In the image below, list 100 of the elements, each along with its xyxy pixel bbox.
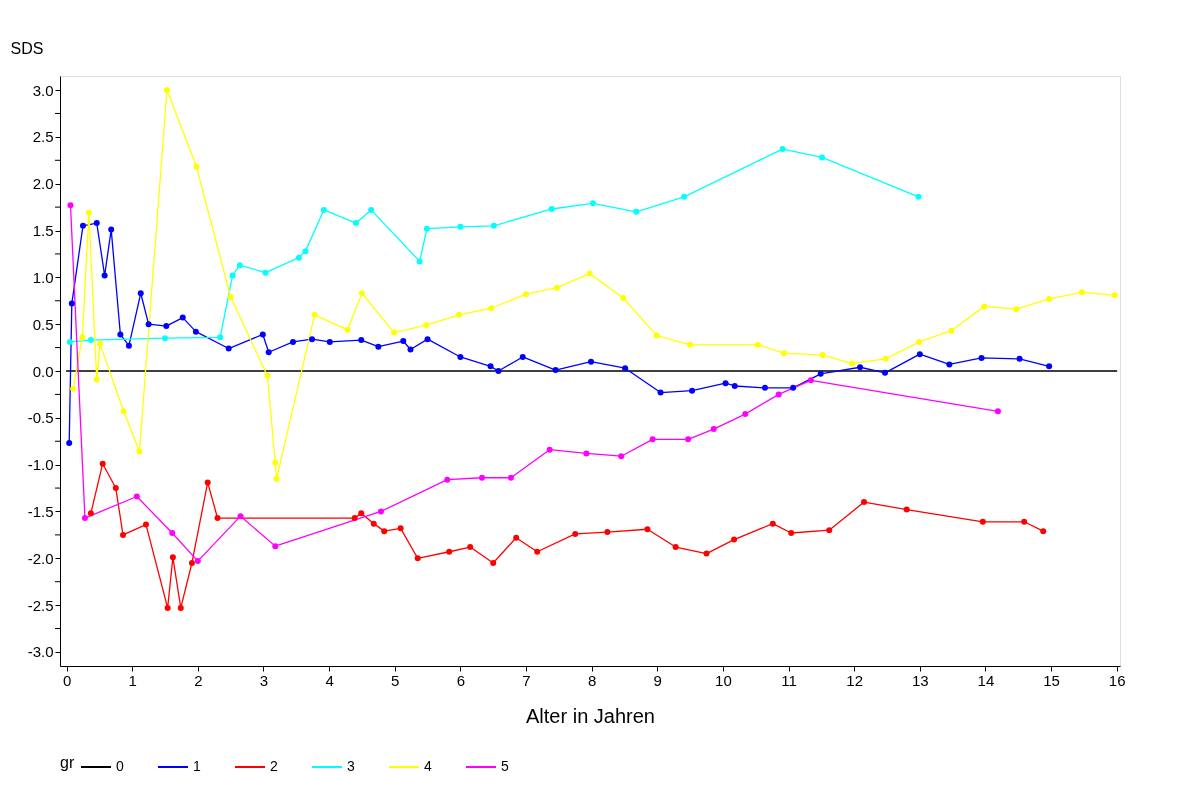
point: [1013, 306, 1020, 313]
point: [204, 479, 211, 486]
point: [112, 485, 119, 492]
legend-title: gr: [60, 754, 75, 771]
point: [66, 338, 73, 345]
point: [618, 453, 625, 460]
point: [633, 208, 640, 215]
point: [272, 459, 279, 466]
point: [125, 342, 132, 349]
legend-label: 5: [501, 758, 509, 774]
point: [416, 258, 423, 265]
point: [587, 358, 594, 365]
point: [507, 474, 514, 481]
y-tick-label: 0.0: [32, 362, 54, 380]
point: [227, 294, 234, 301]
legend-label: 4: [424, 758, 432, 774]
point: [179, 314, 186, 321]
point: [788, 530, 795, 537]
point: [490, 559, 497, 566]
point: [193, 163, 200, 170]
point: [237, 513, 244, 520]
point: [981, 303, 988, 310]
y-tick-label: -0.5: [27, 409, 54, 427]
point: [163, 323, 170, 330]
point: [754, 341, 761, 348]
point: [916, 338, 923, 345]
point: [93, 376, 100, 383]
point: [133, 493, 140, 500]
point: [456, 311, 463, 318]
point: [681, 193, 688, 200]
x-tick-label: 4: [325, 671, 334, 689]
point: [87, 510, 94, 517]
point: [467, 544, 474, 551]
point: [948, 327, 955, 334]
point: [290, 338, 296, 345]
point: [368, 206, 375, 213]
point: [553, 284, 560, 291]
point: [358, 337, 365, 344]
point: [353, 220, 360, 227]
x-tick-label: 8: [587, 671, 597, 689]
point: [479, 474, 486, 481]
point: [217, 334, 224, 341]
point: [214, 515, 221, 522]
point: [1016, 355, 1023, 362]
point: [351, 515, 358, 522]
point: [265, 349, 272, 356]
point: [817, 370, 824, 377]
x-tick-label: 3: [259, 671, 269, 689]
point: [649, 436, 656, 443]
point: [295, 254, 302, 261]
y-tick-label: -1.5: [27, 502, 54, 520]
point: [137, 290, 144, 297]
point: [117, 331, 124, 338]
point: [826, 527, 833, 534]
point: [67, 202, 74, 209]
point: [685, 436, 692, 443]
point: [311, 311, 318, 318]
point: [731, 382, 738, 389]
y-tick-label: -1.0: [27, 456, 54, 474]
point: [400, 338, 407, 345]
point: [264, 372, 271, 379]
point: [81, 515, 88, 522]
legend-label: 0: [116, 758, 124, 774]
point: [302, 248, 309, 255]
x-tick-label: 2: [194, 671, 203, 689]
point: [344, 326, 351, 333]
point: [358, 290, 365, 297]
x-tick-label: 0: [62, 671, 72, 689]
point: [857, 364, 864, 371]
point: [807, 377, 814, 384]
point: [882, 369, 889, 376]
x-tick-label: 12: [846, 671, 864, 689]
point: [229, 272, 236, 279]
point: [1040, 528, 1047, 535]
point: [1021, 518, 1028, 525]
point: [490, 222, 497, 229]
point: [644, 526, 651, 533]
point: [370, 520, 377, 527]
point: [85, 209, 92, 216]
point: [163, 87, 170, 94]
y-tick-label: 3.0: [32, 81, 54, 99]
point: [653, 332, 660, 339]
point: [391, 329, 398, 336]
y-tick-label: -2.0: [27, 549, 54, 567]
y-tick-label: -2.5: [27, 596, 54, 614]
point: [79, 222, 86, 229]
point: [423, 322, 430, 329]
point: [309, 336, 316, 343]
point: [946, 361, 953, 368]
point: [915, 193, 922, 200]
point: [703, 550, 710, 557]
point: [262, 269, 269, 276]
point: [375, 343, 382, 350]
point: [620, 294, 627, 301]
point: [99, 460, 106, 467]
point: [689, 387, 696, 394]
point: [446, 548, 453, 555]
point: [761, 384, 768, 391]
point: [572, 530, 579, 537]
point: [672, 544, 679, 551]
